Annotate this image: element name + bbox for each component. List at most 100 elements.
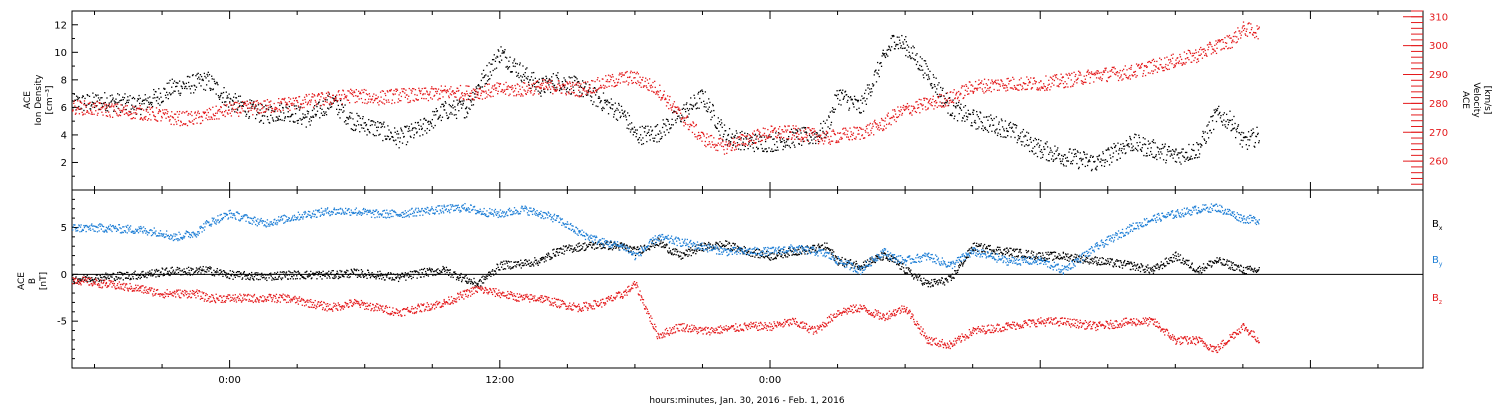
- point-density: [650, 133, 652, 136]
- point-velocity: [878, 129, 880, 131]
- point-velocity: [1088, 71, 1090, 74]
- point-velocity: [91, 111, 93, 113]
- point-velocity: [100, 106, 103, 109]
- point-velocity: [859, 138, 861, 140]
- point-velocity: [191, 120, 194, 122]
- point-velocity: [895, 120, 897, 123]
- point-velocity: [538, 93, 540, 95]
- point-velocity: [441, 90, 444, 92]
- point-density: [828, 116, 830, 118]
- point-velocity: [849, 135, 852, 138]
- point-velocity: [923, 99, 925, 101]
- point-density: [403, 135, 405, 138]
- point-density: [1130, 149, 1132, 152]
- point-velocity: [1028, 82, 1030, 84]
- point-density: [1001, 120, 1003, 122]
- point-density: [1000, 135, 1002, 138]
- point-velocity: [953, 89, 955, 91]
- point-density: [1075, 155, 1077, 157]
- point-velocity: [1067, 77, 1070, 79]
- point-density: [1227, 119, 1229, 121]
- point-velocity: [986, 89, 988, 92]
- point-density: [931, 82, 933, 85]
- point-density: [1153, 157, 1156, 159]
- point-density: [685, 103, 687, 106]
- point-density: [1018, 137, 1021, 140]
- point-velocity: [534, 82, 537, 85]
- point-bx: [151, 269, 153, 271]
- point-density: [466, 111, 468, 113]
- point-bx: [118, 271, 121, 273]
- point-density: [619, 111, 621, 114]
- point-velocity: [854, 127, 856, 129]
- point-density: [1010, 127, 1013, 129]
- point-density: [1237, 125, 1239, 128]
- point-density: [485, 74, 487, 76]
- point-bx: [144, 275, 146, 277]
- point-density: [1187, 159, 1190, 161]
- point-density: [83, 102, 86, 105]
- point-velocity: [961, 85, 964, 87]
- point-velocity: [437, 99, 439, 101]
- point-bx: [191, 268, 193, 270]
- point-density: [116, 102, 118, 104]
- point-velocity: [540, 82, 543, 85]
- point-velocity: [405, 89, 407, 91]
- point-velocity: [196, 112, 199, 114]
- point-density: [105, 105, 108, 107]
- point-density: [411, 129, 413, 131]
- point-velocity: [922, 108, 924, 110]
- point-density: [523, 79, 525, 81]
- point-velocity: [981, 88, 983, 90]
- point-bx: [317, 274, 319, 276]
- point-velocity: [1166, 68, 1169, 71]
- point-velocity: [705, 145, 707, 148]
- point-bx: [128, 275, 130, 277]
- point-velocity: [442, 96, 444, 98]
- point-velocity: [1066, 83, 1068, 85]
- point-density: [206, 73, 208, 76]
- point-density: [232, 96, 235, 98]
- point-bx: [333, 275, 336, 277]
- point-density: [623, 111, 625, 113]
- point-velocity: [578, 96, 580, 98]
- point-density: [868, 84, 870, 86]
- point-velocity: [1005, 90, 1007, 92]
- point-density: [204, 89, 207, 91]
- point-bx: [137, 273, 139, 275]
- point-density: [557, 78, 560, 80]
- point-density: [1147, 147, 1149, 150]
- magnetic-field-plot-frame: [71, 189, 1424, 369]
- point-density: [991, 130, 993, 132]
- point-velocity: [277, 101, 279, 104]
- point-velocity: [77, 100, 79, 102]
- point-bx: [208, 270, 210, 272]
- point-velocity: [930, 104, 932, 106]
- point-velocity: [338, 90, 340, 92]
- point-density: [160, 101, 163, 104]
- point-density: [1239, 143, 1241, 145]
- point-density: [815, 132, 817, 134]
- point-bx: [164, 269, 167, 271]
- point-velocity: [723, 153, 726, 155]
- point-density: [794, 146, 796, 148]
- point-velocity: [781, 129, 784, 131]
- point-density: [772, 150, 775, 152]
- point-velocity: [889, 117, 892, 119]
- point-density: [736, 142, 739, 144]
- point-density: [1083, 151, 1085, 154]
- point-bx: [79, 280, 81, 282]
- point-density: [564, 79, 566, 81]
- point-velocity: [844, 127, 847, 129]
- point-density: [824, 122, 826, 124]
- point-velocity: [133, 112, 135, 114]
- point-density: [554, 87, 556, 89]
- point-density: [718, 121, 721, 123]
- point-velocity: [1198, 54, 1200, 57]
- point-velocity: [497, 93, 499, 95]
- point-bx: [127, 271, 129, 274]
- point-density: [609, 101, 611, 104]
- point-bx: [92, 279, 94, 282]
- point-density: [1252, 131, 1255, 134]
- point-density: [694, 97, 696, 99]
